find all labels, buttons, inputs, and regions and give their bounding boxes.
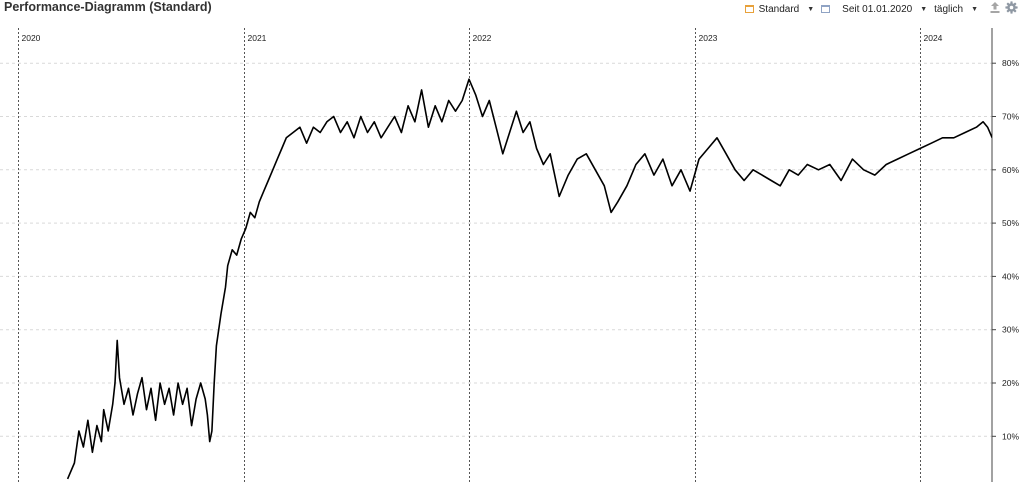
y-tick-label: 40% bbox=[1002, 271, 1019, 281]
x-year-label: 2023 bbox=[699, 33, 718, 43]
chart-header: Performance-Diagramm (Standard) Standard… bbox=[0, 0, 1024, 18]
view-selector-label: Standard bbox=[758, 3, 800, 15]
y-tick-label: 80% bbox=[1002, 58, 1019, 68]
x-year-label: 2020 bbox=[22, 33, 41, 43]
chevron-down-icon: ▼ bbox=[920, 5, 928, 13]
performance-line bbox=[66, 78, 992, 480]
interval-selector[interactable]: täglich ▼ bbox=[934, 4, 985, 15]
x-year-label: 2021 bbox=[248, 33, 267, 43]
chart-title: Performance-Diagramm (Standard) bbox=[4, 0, 212, 14]
export-icon[interactable] bbox=[989, 1, 1001, 17]
interval-selector-label: täglich bbox=[934, 3, 964, 15]
range-selector-label: Seit 01.01.2020 bbox=[842, 3, 913, 15]
chart-toolbar: Standard ▼ Seit 01.01.2020 ▼ täglich ▼ bbox=[744, 1, 1018, 17]
calendar-icon bbox=[821, 5, 831, 13]
y-tick-label: 10% bbox=[1002, 431, 1019, 441]
y-tick-label: 70% bbox=[1002, 112, 1019, 122]
y-tick-label: 50% bbox=[1002, 218, 1019, 228]
chevron-down-icon: ▼ bbox=[971, 5, 978, 13]
chevron-down-icon: ▼ bbox=[807, 5, 815, 13]
standard-layout-icon bbox=[744, 5, 754, 13]
view-selector[interactable]: Standard ▼ bbox=[744, 3, 822, 15]
settings-icon[interactable] bbox=[1005, 1, 1018, 17]
y-tick-label: 30% bbox=[1002, 325, 1019, 335]
range-selector[interactable]: Seit 01.01.2020 ▼ bbox=[821, 4, 934, 15]
x-year-label: 2024 bbox=[924, 33, 943, 43]
x-year-label: 2022 bbox=[473, 33, 492, 43]
y-tick-label: 20% bbox=[1002, 378, 1019, 388]
y-tick-label: 60% bbox=[1002, 165, 1019, 175]
